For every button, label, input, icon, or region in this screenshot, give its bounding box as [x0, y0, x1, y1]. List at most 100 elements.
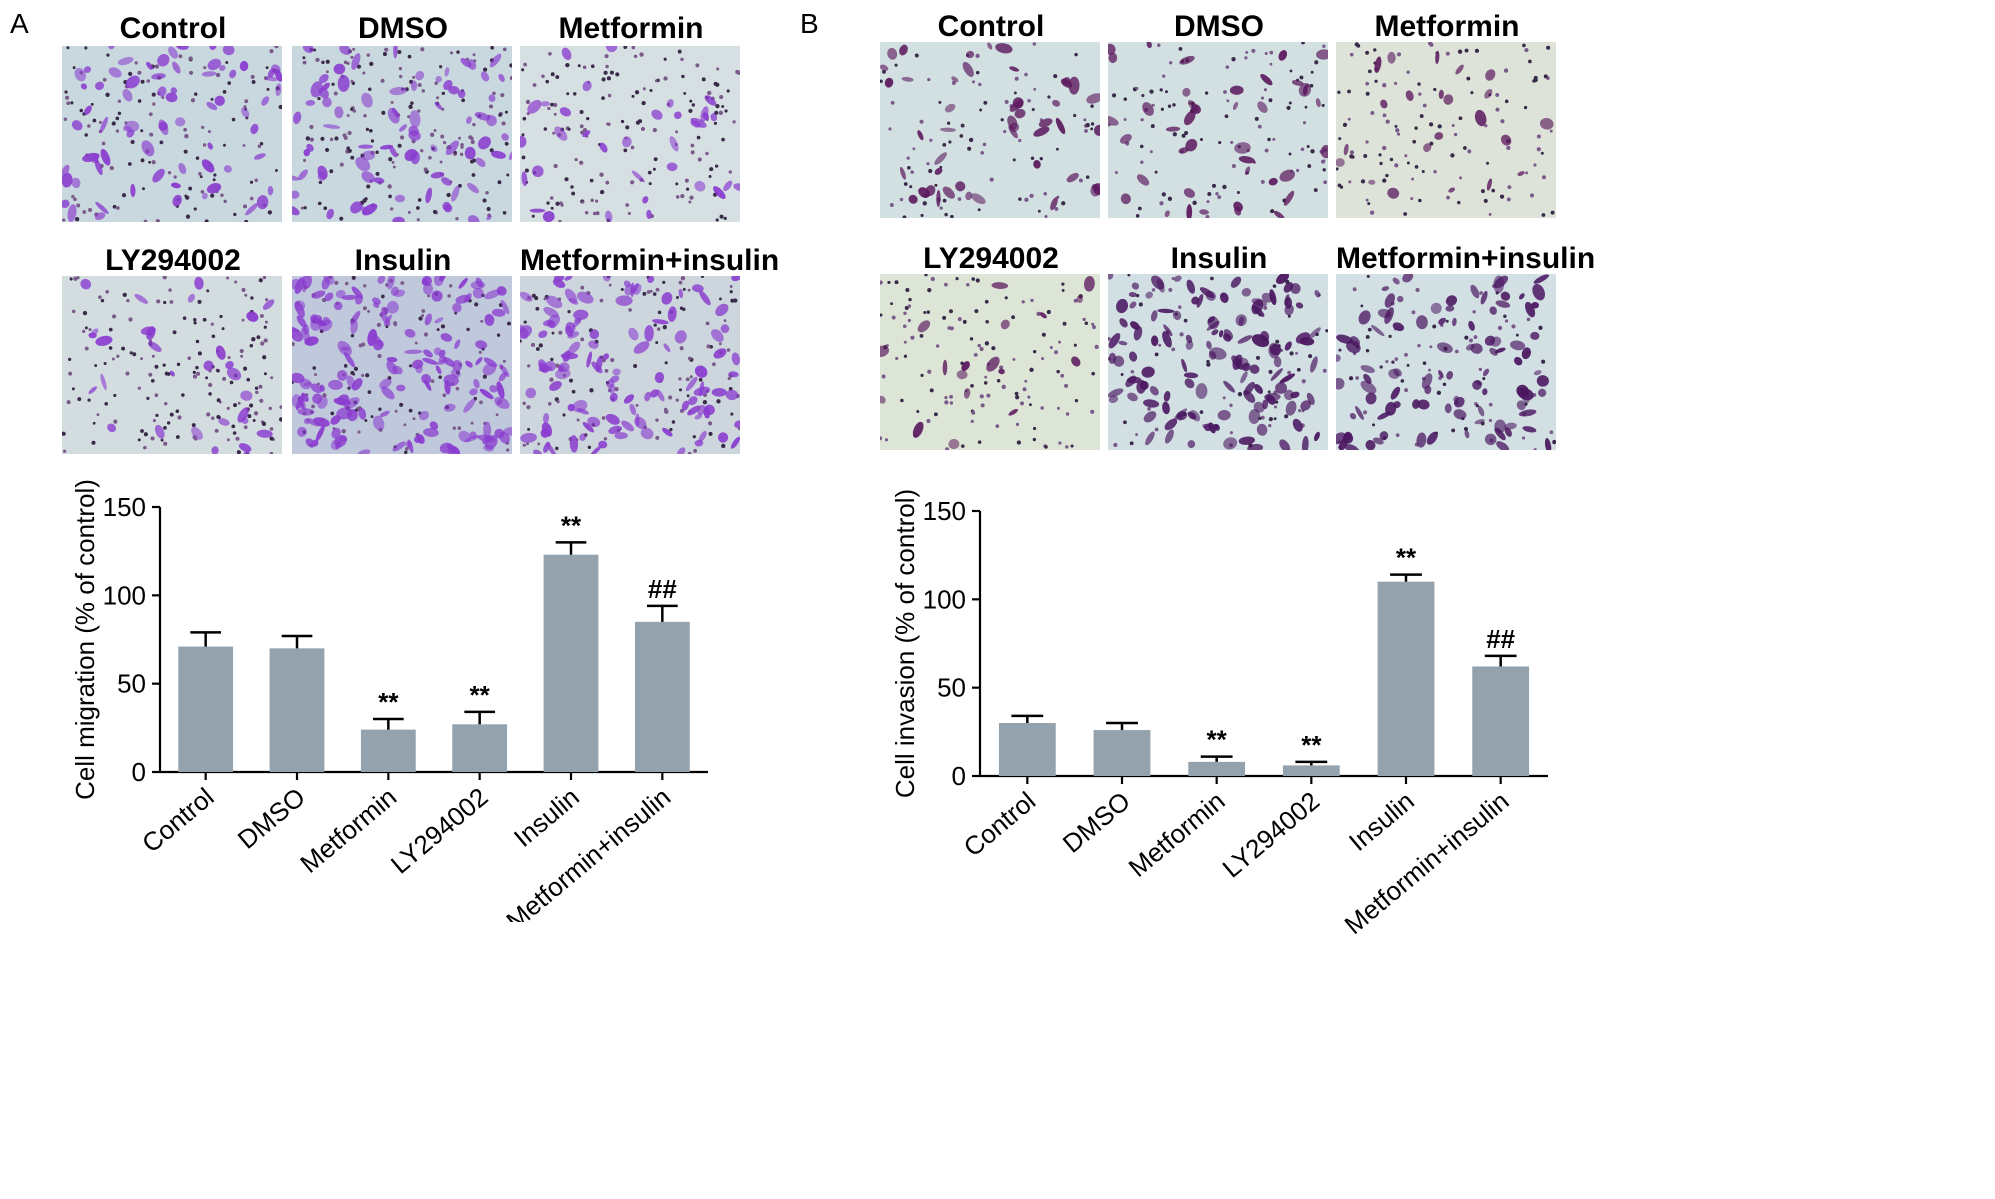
micrograph-cell: [274, 69, 282, 82]
micrograph-pore-dot: [679, 346, 684, 351]
micrograph-cell: [704, 404, 715, 415]
micrograph-pore-dot: [1032, 426, 1037, 431]
micrograph-pore-dot: [1300, 147, 1305, 152]
micrograph-pore-dot: [1199, 410, 1204, 414]
bar: [1093, 730, 1151, 776]
micrograph-cell: [1199, 209, 1209, 215]
micrograph-pore-dot: [1351, 155, 1355, 159]
micrograph-cell: [262, 299, 275, 310]
micrograph-cell: [80, 278, 92, 290]
micrograph-cell: [543, 441, 551, 453]
panel-b-letter: B: [800, 8, 819, 39]
micrograph-cell: [1136, 379, 1147, 394]
micrograph-cell: [1494, 427, 1506, 441]
micrograph-cell: [130, 183, 136, 198]
micrograph-pore-dot: [678, 280, 683, 285]
micrograph-cell: [1145, 431, 1155, 446]
micrograph-pore-dot: [689, 375, 693, 379]
micrograph-cell: [1284, 341, 1292, 351]
micrograph-pore-dot: [696, 135, 701, 140]
micrograph-pore-dot: [631, 94, 635, 98]
micrograph-pore-dot: [607, 93, 612, 98]
micrograph-pore-dot: [73, 197, 77, 202]
micrograph-cell: [152, 168, 165, 183]
micrograph-pore-dot: [999, 365, 1004, 370]
micrograph-pore-dot: [151, 160, 156, 165]
micrograph-pore-dot: [1478, 367, 1483, 372]
micrograph-cell: [303, 418, 311, 425]
micrograph-pore-dot: [1024, 72, 1028, 77]
micrograph-pore-dot: [713, 81, 718, 86]
micrograph-pore-dot: [1172, 103, 1176, 107]
micrograph-pore-dot: [723, 216, 727, 221]
micrograph-cell: [1038, 118, 1053, 128]
micrograph-pore-dot: [188, 186, 193, 191]
micrograph-cell: [489, 53, 502, 68]
micrograph-pore-dot: [970, 419, 974, 423]
micrograph-pore-dot: [1546, 45, 1551, 50]
micrograph-pore-dot: [705, 321, 710, 326]
micrograph-pore-dot: [1388, 334, 1392, 338]
micrograph-cell: [1533, 274, 1549, 284]
micrograph-cell: [302, 324, 310, 335]
micrograph-cell: [394, 194, 406, 203]
micrograph-pore-dot: [400, 135, 405, 140]
micrograph-pore-dot: [944, 282, 948, 287]
micrograph-cell: [341, 294, 358, 301]
micrograph-pore-dot: [436, 328, 440, 332]
micrograph-pore-dot: [1171, 347, 1176, 352]
micrograph-pore-dot: [320, 136, 325, 141]
micrograph-pore-dot: [555, 363, 560, 368]
micrograph-pore-dot: [719, 214, 724, 219]
micrograph-pore-dot: [1419, 114, 1424, 119]
micrograph-cell: [1384, 307, 1394, 324]
micrograph-pore-dot: [183, 149, 188, 154]
micrograph-pore-dot: [368, 128, 373, 133]
micrograph-pore-dot: [1382, 178, 1387, 183]
micrograph-pore-dot: [412, 417, 416, 421]
micrograph-cell: [568, 341, 581, 354]
micrograph-cell: [379, 410, 390, 418]
micrograph-pore-dot: [907, 165, 911, 170]
micrograph-pore-dot: [1451, 123, 1455, 128]
micrograph-pore-dot: [1222, 184, 1227, 190]
micrograph-pore-dot: [1032, 42, 1037, 46]
micrograph-cell: [1302, 85, 1308, 96]
micrograph-cell: [310, 314, 317, 321]
micrograph-pore-dot: [973, 353, 978, 357]
micrograph-cell: [1120, 193, 1131, 205]
micrograph-pore-dot: [82, 310, 88, 316]
micrograph-pore-dot: [66, 400, 71, 405]
micrograph-pore-dot: [1533, 448, 1537, 450]
micrograph-cell: [1544, 438, 1552, 450]
micrograph-pore-dot: [84, 346, 89, 351]
micrograph-pore-dot: [586, 116, 590, 121]
micrograph-pore-dot: [565, 62, 570, 68]
micrograph-cell: [435, 365, 442, 375]
micrograph-cell: [475, 277, 484, 288]
micrograph-cell: [292, 326, 300, 333]
panel-b-image-label-insulin: Insulin: [1170, 242, 1268, 275]
micrograph-cell: [1486, 178, 1493, 191]
micrograph-pore-dot: [388, 157, 393, 162]
micrograph-cell: [725, 389, 739, 401]
micrograph-pore-dot: [216, 398, 221, 403]
micrograph-pore-dot: [549, 196, 554, 200]
x-tick-label: Metformin+insulin: [1339, 786, 1515, 936]
micrograph-cell: [1344, 444, 1360, 450]
micrograph-pore-dot: [257, 144, 262, 148]
micrograph-cell: [956, 370, 968, 380]
micrograph-pore-dot: [903, 311, 907, 316]
panel-b-image-label-dmso: DMSO: [1174, 10, 1264, 43]
micrograph-cell: [1164, 418, 1178, 431]
micrograph-pore-dot: [217, 415, 221, 420]
micrograph-cell: [496, 398, 503, 406]
micrograph-cell: [1273, 356, 1282, 368]
micrograph-cell: [1446, 371, 1454, 380]
micrograph-pore-dot: [237, 401, 241, 405]
micrograph-pore-dot: [1019, 401, 1025, 406]
micrograph-pore-dot: [1123, 97, 1128, 101]
micrograph-cell: [1444, 403, 1452, 414]
